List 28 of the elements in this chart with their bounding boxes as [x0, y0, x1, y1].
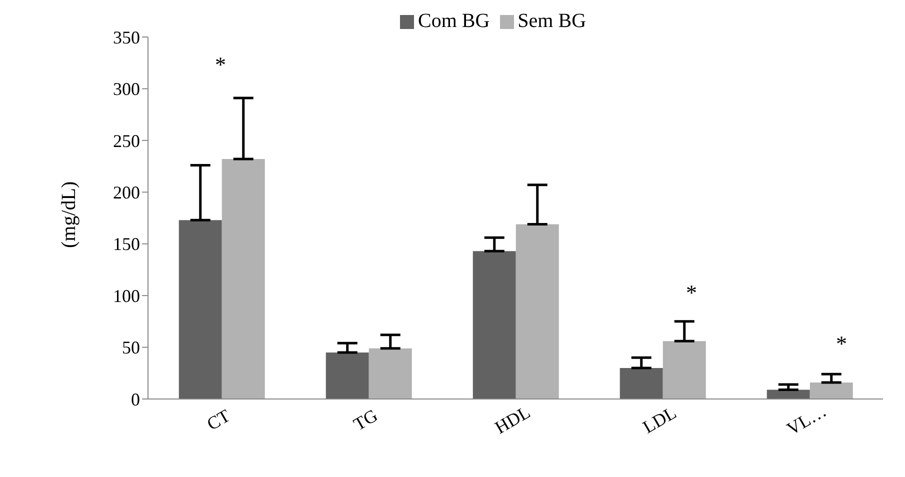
bar: [326, 352, 369, 399]
legend-label: Com BG: [418, 10, 490, 32]
annotation: *: [836, 331, 847, 356]
bar: [810, 382, 853, 399]
bar: [516, 224, 559, 399]
annotation: *: [686, 280, 697, 305]
y-tick-label: 350: [113, 27, 140, 48]
y-tick-label: 100: [113, 286, 140, 306]
bar: [222, 159, 265, 399]
y-tick-label: 0: [131, 389, 140, 410]
bar: [620, 368, 663, 399]
bar: [368, 348, 412, 399]
y-tick-label: 200: [113, 182, 140, 203]
bar: [662, 341, 706, 399]
bar: [178, 220, 222, 399]
y-tick-label: 150: [113, 234, 140, 254]
x-tick-label: LDL: [639, 402, 680, 438]
x-tick-label: VL…: [783, 400, 830, 439]
legend-label: Sem BG: [518, 10, 586, 32]
annotation: *: [215, 52, 226, 77]
x-tick-label: TG: [350, 405, 381, 434]
bar: [472, 251, 516, 399]
x-tick-label: CT: [204, 405, 234, 434]
y-tick-label: 250: [113, 130, 140, 151]
y-tick-label: 300: [113, 79, 140, 100]
y-axis-title: (mg/dL): [58, 181, 80, 248]
x-tick-label: HDL: [491, 402, 534, 438]
y-tick-label: 50: [122, 338, 140, 358]
